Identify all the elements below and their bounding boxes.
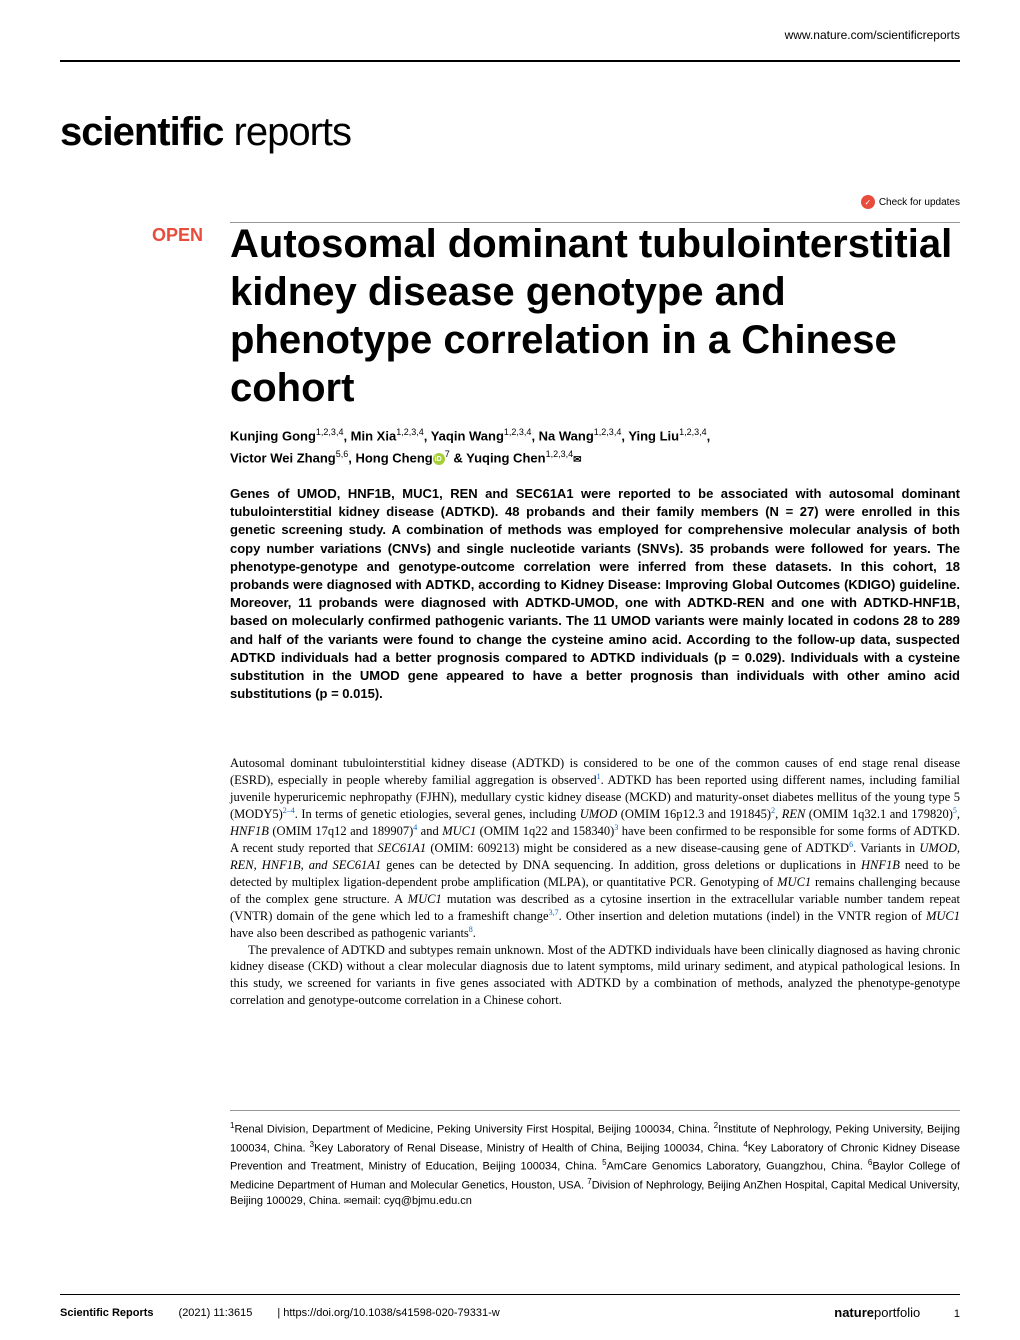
author-separator: ,: [707, 428, 711, 443]
body-text-span: . Variants in: [853, 841, 919, 855]
article-title: Autosomal dominant tubulointerstitial ki…: [230, 220, 960, 412]
gene-name: MUC1: [777, 875, 811, 889]
citation-ref[interactable]: 2–4: [283, 806, 295, 815]
journal-name-light: reports: [223, 110, 351, 154]
body-text-span: genes can be detected by DNA sequencing.…: [381, 858, 861, 872]
author-separator: , Yaqin Wang: [424, 428, 504, 443]
author-affiliation: 1,2,3,4: [679, 427, 707, 437]
nature-portfolio-logo: natureportfolio: [834, 1305, 924, 1320]
corresponding-author-icon: ✉: [573, 454, 581, 465]
author-separator: & Yuqing Chen: [450, 450, 546, 465]
body-text: Autosomal dominant tubulointerstitial ki…: [230, 755, 960, 1009]
gene-name: HNF1B: [230, 824, 269, 838]
page-header-url: www.nature.com/scientificreports: [785, 28, 960, 42]
author-affiliation: 5,6: [336, 449, 349, 459]
body-text-span: ,: [957, 807, 960, 821]
body-text-span: (OMIM 16p12.3 and 191845): [617, 807, 771, 821]
gene-name: REN: [782, 807, 806, 821]
citation-ref[interactable]: 3,7: [549, 908, 559, 917]
open-access-badge: OPEN: [152, 225, 203, 246]
footer-doi[interactable]: | https://doi.org/10.1038/s41598-020-793…: [277, 1307, 499, 1319]
page-footer: Scientific Reports (2021) 11:3615 | http…: [60, 1305, 960, 1320]
author-affiliation: 1,2,3,4: [594, 427, 622, 437]
author-separator: , Na Wang: [531, 428, 593, 443]
affiliations-block: 1Renal Division, Department of Medicine,…: [230, 1120, 960, 1210]
paragraph-1: Autosomal dominant tubulointerstitial ki…: [230, 755, 960, 942]
check-updates-label: Check for updates: [879, 197, 960, 208]
gene-name: HNF1B: [861, 858, 900, 872]
author-name: Kunjing Gong: [230, 428, 316, 443]
affiliations-divider: [230, 1110, 960, 1111]
footer-right: natureportfolio 1: [834, 1305, 960, 1320]
affiliation-text: Key Laboratory of Renal Disease, Ministr…: [314, 1142, 743, 1154]
footer-journal-name: Scientific Reports: [60, 1307, 154, 1319]
gene-name: SEC61A1: [378, 841, 427, 855]
author-affiliation: 1,2,3,4: [396, 427, 424, 437]
journal-name-bold: scientific: [60, 110, 223, 154]
author-affiliation: 1,2,3,4: [316, 427, 344, 437]
portfolio-light: portfolio: [874, 1305, 920, 1320]
header-divider: [60, 60, 960, 62]
body-text-span: (OMIM 1q32.1 and 179820): [805, 807, 953, 821]
body-text-span: and: [417, 824, 442, 838]
body-text-span: have also been described as pathogenic v…: [230, 926, 469, 940]
body-text-span: .: [473, 926, 476, 940]
gene-name: MUC1: [926, 909, 960, 923]
author-affiliation: 1,2,3,4: [504, 427, 532, 437]
abstract-text: Genes of UMOD, HNF1B, MUC1, REN and SEC6…: [230, 485, 960, 703]
author-separator: , Ying Liu: [621, 428, 679, 443]
paragraph-2: The prevalence of ADTKD and subtypes rem…: [230, 942, 960, 1010]
author-separator: , Min Xia: [343, 428, 396, 443]
gene-name: MUC1: [408, 892, 442, 906]
body-text-span: ,: [775, 807, 782, 821]
journal-logo: scientific reports: [60, 110, 351, 155]
affiliation-text: Renal Division, Department of Medicine, …: [234, 1124, 713, 1136]
gene-name: UMOD: [580, 807, 618, 821]
author-affiliation: 1,2,3,4: [546, 449, 574, 459]
body-text-span: (OMIM 1q22 and 158340): [476, 824, 614, 838]
check-updates-icon: ✓: [861, 195, 875, 209]
gene-name: MUC1: [442, 824, 476, 838]
footer-divider: [60, 1294, 960, 1295]
affiliation-text: AmCare Genomics Laboratory, Guangzhou, C…: [607, 1161, 868, 1173]
body-text-span: (OMIM 17q12 and 189907): [269, 824, 413, 838]
portfolio-bold: nature: [834, 1305, 874, 1320]
orcid-icon[interactable]: [433, 453, 445, 465]
footer-left: Scientific Reports (2021) 11:3615 | http…: [60, 1307, 500, 1319]
body-text-span: . Other insertion and deletion mutations…: [559, 909, 926, 923]
body-text-span: . In terms of genetic etiologies, severa…: [295, 807, 580, 821]
authors-block: Kunjing Gong1,2,3,4, Min Xia1,2,3,4, Yaq…: [230, 425, 960, 469]
body-text-span: (OMIM: 609213) might be considered as a …: [426, 841, 849, 855]
page-number: 1: [954, 1308, 960, 1320]
author-separator: , Hong Cheng: [348, 450, 433, 465]
author-name: Victor Wei Zhang: [230, 450, 336, 465]
corresponding-email[interactable]: email: cyq@bjmu.edu.cn: [351, 1195, 472, 1207]
check-updates-button[interactable]: ✓ Check for updates: [861, 195, 960, 209]
footer-citation: (2021) 11:3615: [179, 1307, 253, 1319]
